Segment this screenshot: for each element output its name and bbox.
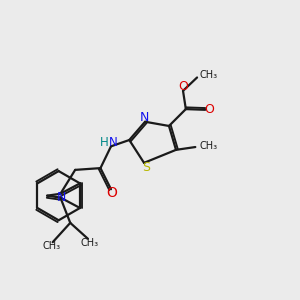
Text: N: N [108, 136, 117, 149]
Text: O: O [106, 186, 117, 200]
Text: O: O [204, 103, 214, 116]
Text: CH₃: CH₃ [200, 70, 218, 80]
Text: N: N [140, 111, 149, 124]
Text: S: S [142, 161, 150, 174]
Text: O: O [178, 80, 188, 93]
Text: CH₃: CH₃ [43, 242, 61, 251]
Text: H: H [100, 136, 109, 149]
Text: CH₃: CH₃ [80, 238, 99, 248]
Text: CH₃: CH₃ [200, 141, 218, 151]
Text: N: N [57, 191, 66, 204]
